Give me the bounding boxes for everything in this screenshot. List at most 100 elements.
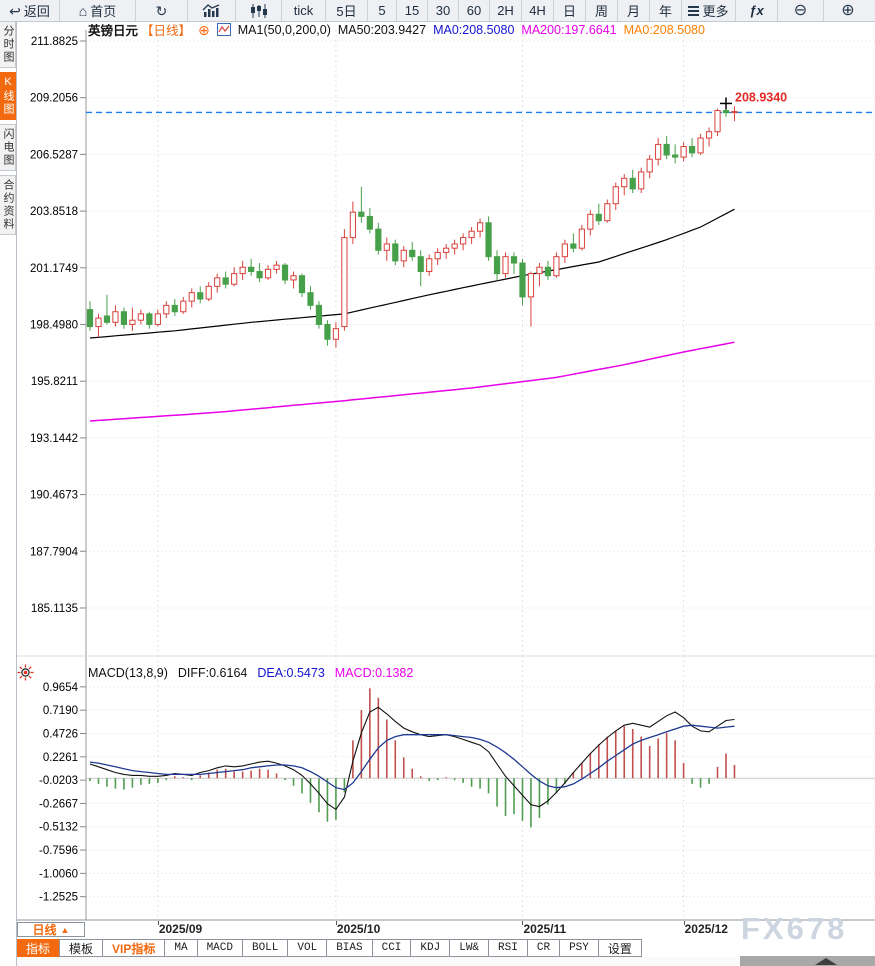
- toolbar-item-month[interactable]: 月: [618, 0, 650, 21]
- indicator-tab-template[interactable]: 模板: [59, 939, 104, 957]
- candle-body: [451, 243, 458, 249]
- x-axis-tick: [157, 921, 159, 925]
- candle-body: [544, 266, 552, 277]
- ma-settings-label: MA1(50,0,200,0) MA50:203.9427: [237, 22, 427, 37]
- macd-header: MACD(13,8,9) DIFF:0.6164 DEA:0.5473 MACD…: [88, 666, 413, 680]
- toolbar-label: 5日: [336, 4, 357, 19]
- candlestick-chart[interactable]: 211.8825 209.2056 206.5287 203.8518 201.1749…: [0, 0, 875, 940]
- toolbar-label: 2H: [497, 3, 514, 18]
- toolbar-label: tick: [293, 3, 314, 18]
- toolbar-label: 年: [658, 4, 672, 19]
- period-selector[interactable]: 日线 ▲: [17, 922, 85, 937]
- candle-body: [129, 319, 136, 325]
- x-axis-tick: [335, 921, 337, 925]
- toolbar-item-2h[interactable]: 2H: [490, 0, 522, 21]
- candle-body: [281, 264, 289, 281]
- candle-body: [332, 328, 340, 340]
- y-axis-label: 185.1135: [31, 603, 78, 615]
- candle-body: [638, 171, 645, 190]
- candle-body: [536, 266, 543, 275]
- toolbar-item-year[interactable]: 年: [650, 0, 682, 21]
- indicator-tab-boll[interactable]: BOLL: [241, 939, 289, 957]
- toolbar-item-fx[interactable]: ƒx: [736, 0, 778, 21]
- fx-icon: ƒx: [749, 3, 764, 18]
- candle-body: [86, 309, 94, 328]
- indicator-tab-vip-indicator[interactable]: VIP指标: [102, 939, 166, 957]
- y-axis-label: 203.8518: [30, 206, 78, 218]
- macd-axis-label: 0.7190: [43, 705, 78, 717]
- toolbar-item-15[interactable]: 15: [397, 0, 428, 21]
- indicator-tab-settings[interactable]: 设置: [597, 939, 642, 957]
- indicator-tab-lw[interactable]: LW&: [449, 939, 490, 957]
- macd-axis-label: 0.4726: [43, 728, 78, 740]
- candle-body: [248, 266, 255, 272]
- sidebar-item-lightning-chart[interactable]: 闪电图: [0, 124, 16, 171]
- candle-body: [315, 304, 323, 325]
- toolbar-item-tick[interactable]: tick: [282, 0, 326, 21]
- toolbar-item-candle-chart[interactable]: [236, 0, 282, 21]
- toolbar-item-home[interactable]: ⌂ 首页: [60, 0, 136, 21]
- toolbar-item-line-chart[interactable]: [188, 0, 236, 21]
- indicator-tabs: 指标 模板 VIP指标 MA MACD BOLL VOL BIAS CCI KDJ LW& RSI CR…: [16, 939, 642, 957]
- ma200-label: MA200:197.6641: [521, 22, 617, 37]
- candle-body: [231, 273, 238, 285]
- x-axis-label: 2025/11: [523, 922, 567, 936]
- candle-body: [298, 275, 306, 294]
- symbol-header: 英镑日元 【日线】 ⊕ MA1(50,0,200,0) MA50:203.9427…: [88, 21, 705, 39]
- toolbar-item-5[interactable]: 5: [368, 0, 397, 21]
- y-axis-label: 211.8825: [31, 36, 78, 48]
- indicator-tab-ma[interactable]: MA: [164, 939, 198, 957]
- candle-body: [672, 154, 679, 158]
- candle-body: [646, 158, 653, 173]
- indicator-tab-rsi[interactable]: RSI: [488, 939, 528, 957]
- indicator-tab-bias[interactable]: BIAS: [326, 939, 373, 957]
- toolbar-item-week[interactable]: 周: [586, 0, 618, 21]
- indicator-tab-cr[interactable]: CR: [526, 939, 561, 957]
- x-axis-tick: [522, 921, 524, 925]
- toolbar-item-zoom-out[interactable]: ⊖: [778, 0, 824, 21]
- sidebar-item-time-chart[interactable]: 分时图: [0, 21, 16, 68]
- candle-body: [722, 110, 730, 114]
- candle-body: [595, 213, 602, 222]
- toolbar-item-more[interactable]: 更多: [682, 0, 736, 21]
- candle-body: [197, 292, 204, 300]
- toolbar-item-back[interactable]: ↩ 返回: [0, 0, 60, 21]
- indicator-tab-vol[interactable]: VOL: [287, 939, 328, 957]
- candle-body: [205, 285, 212, 300]
- candlestick-icon: [250, 3, 267, 18]
- toolbar-item-day[interactable]: 日: [554, 0, 586, 21]
- add-indicator-icon[interactable]: ⊕: [198, 21, 210, 38]
- toolbar-item-60[interactable]: 60: [459, 0, 490, 21]
- macd-settings-icon[interactable]: [17, 664, 34, 681]
- candle-body: [417, 256, 424, 272]
- indicator-tab-kdj[interactable]: KDJ: [410, 939, 451, 957]
- candle-body: [163, 304, 170, 315]
- candle-body: [180, 300, 187, 313]
- candle-body: [95, 317, 102, 328]
- macd-axis-label: -0.7596: [39, 845, 78, 857]
- toolbar-item-30[interactable]: 30: [428, 0, 459, 21]
- candle-body: [426, 258, 433, 272]
- candle-body: [697, 137, 704, 154]
- indicator-tab-psy[interactable]: PSY: [559, 939, 599, 957]
- candle-body: [324, 323, 331, 340]
- sidebar-item-kline-chart[interactable]: K线图: [0, 72, 16, 120]
- sidebar-item-contract-info[interactable]: 合约资料: [0, 175, 16, 235]
- horizontal-scrollbar[interactable]: [740, 956, 875, 966]
- toolbar-item-4h[interactable]: 4H: [522, 0, 554, 21]
- toolbar-item-5d[interactable]: 5日: [326, 0, 368, 21]
- indicator-tab-macd[interactable]: MACD: [196, 939, 243, 957]
- refresh-icon: ↻: [155, 2, 168, 19]
- toolbar-label: 4H: [529, 3, 546, 18]
- candle-body: [171, 304, 178, 313]
- indicator-tab-cci[interactable]: CCI: [371, 939, 412, 957]
- y-axis-label: 209.2056: [30, 93, 78, 105]
- candle-body: [375, 228, 382, 251]
- indicator-tab-indicator[interactable]: 指标: [16, 939, 61, 957]
- toolbar-item-refresh[interactable]: ↻: [136, 0, 188, 21]
- high-price-label: 208.9340: [735, 90, 787, 104]
- candle-body: [290, 275, 297, 281]
- toolbar-item-zoom-in[interactable]: ⊕: [824, 0, 872, 21]
- candle-body: [612, 186, 619, 205]
